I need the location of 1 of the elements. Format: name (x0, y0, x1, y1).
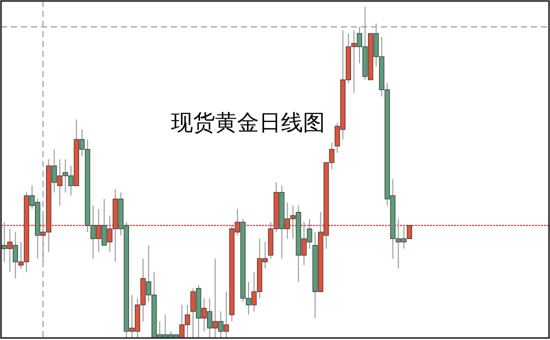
text: 现货黄金日线图 (171, 111, 325, 136)
